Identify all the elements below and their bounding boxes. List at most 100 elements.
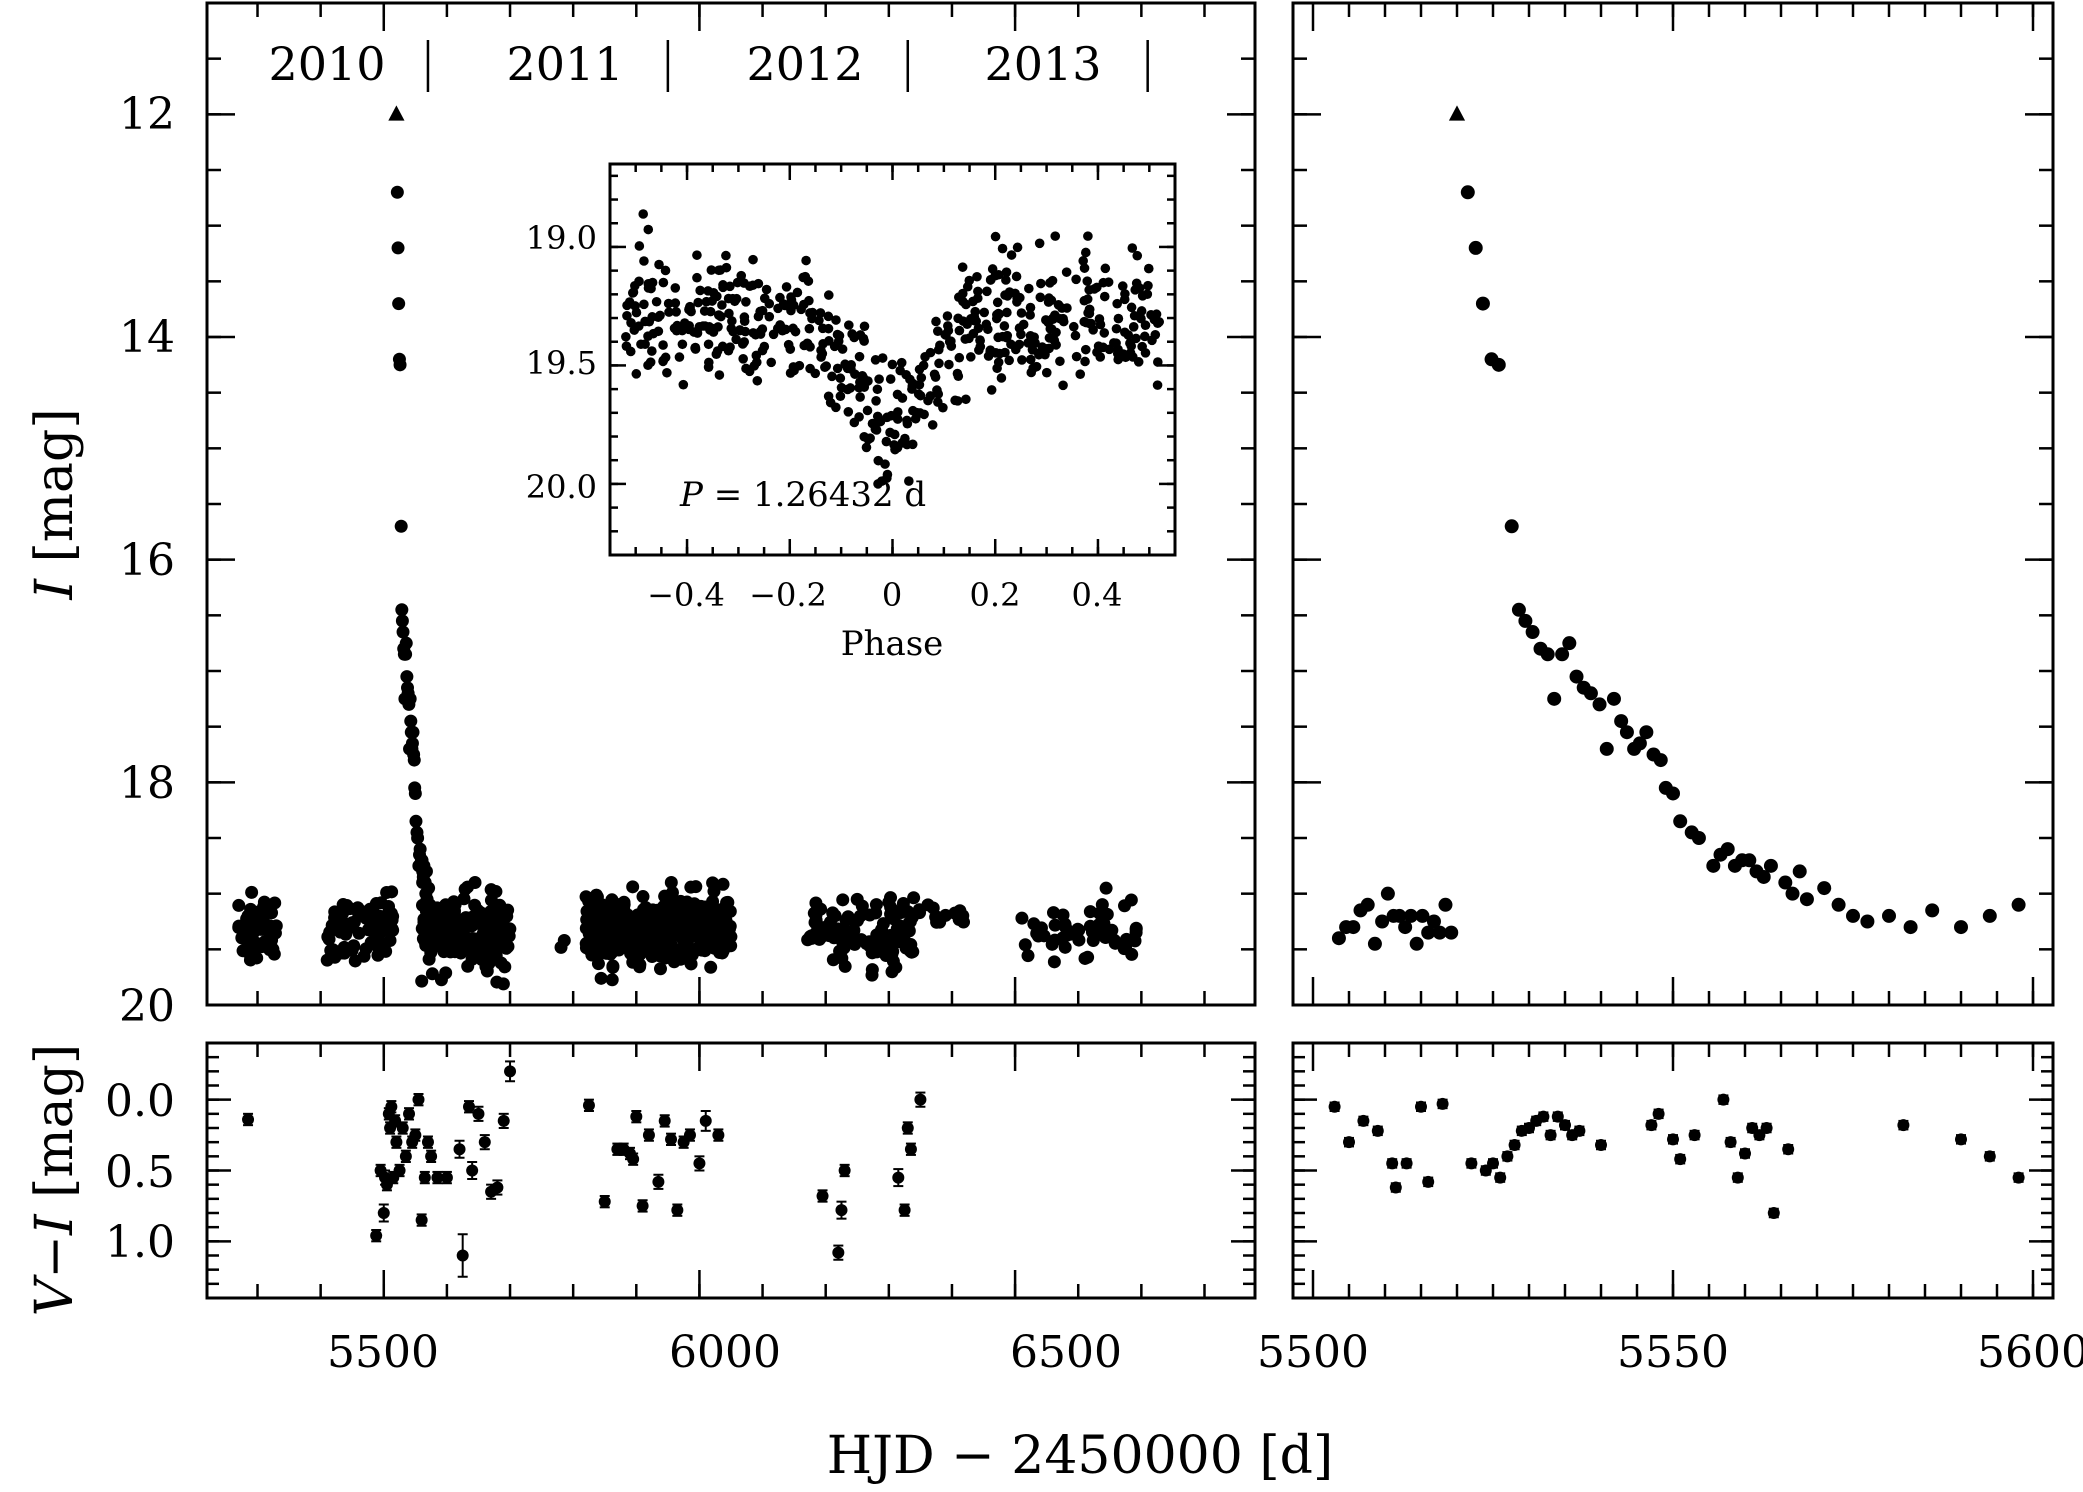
- quiescence-point: [617, 897, 631, 911]
- phased-point: [1152, 380, 1163, 390]
- phased-point: [960, 334, 971, 344]
- quiescence-point: [454, 946, 468, 960]
- phased-point: [1017, 355, 1027, 365]
- quiescence-point: [1048, 918, 1062, 932]
- phased-point: [1143, 263, 1154, 274]
- inset-ytick-labels: 19.0 19.5 20.0: [526, 219, 597, 506]
- phased-point: [985, 346, 995, 357]
- phased-point: [831, 402, 841, 413]
- phased-point: [887, 359, 898, 370]
- phased-point: [786, 292, 796, 302]
- quiescence-point: [879, 935, 893, 949]
- phased-point: [859, 336, 869, 346]
- color-point: [463, 1100, 475, 1113]
- quiescence-point: [606, 960, 620, 974]
- color-zoom-point: [1328, 1100, 1341, 1113]
- quiescence-point: [704, 930, 718, 944]
- phased-point: [677, 339, 688, 350]
- phased-point: [1002, 307, 1012, 318]
- ytick-label-18: 18: [119, 758, 175, 809]
- phased-point: [992, 297, 1003, 308]
- zoom-outburst-point: [1547, 691, 1562, 706]
- quiescence-point: [605, 894, 619, 908]
- outburst-point: [406, 725, 420, 739]
- phased-point: [781, 282, 792, 292]
- color-point: [403, 1107, 416, 1120]
- phased-point: [1061, 267, 1072, 277]
- phased-point: [944, 336, 955, 347]
- zoom-pre-outburst-point: [1331, 931, 1346, 946]
- xtick-zoom-5550: 5550: [1617, 1327, 1729, 1378]
- phased-point: [664, 307, 674, 317]
- phased-point: [835, 373, 846, 384]
- phased-point: [1126, 341, 1137, 351]
- color-zoom-point: [1767, 1207, 1780, 1219]
- outburst-point: [405, 736, 419, 750]
- color-zoom-point: [1389, 1181, 1402, 1194]
- phased-point: [654, 259, 664, 270]
- phased-point: [942, 311, 953, 321]
- phased-point: [975, 336, 985, 346]
- quiescence-point: [447, 903, 461, 917]
- phased-point: [622, 310, 632, 321]
- phased-point: [1143, 280, 1153, 291]
- phased-point: [796, 304, 806, 315]
- color-point: [389, 1114, 402, 1127]
- inset-xlabel: Phase: [841, 624, 944, 664]
- peak-marker: [388, 105, 405, 121]
- phased-point: [1041, 315, 1051, 325]
- phased-point: [1153, 357, 1163, 367]
- phased-point: [1117, 281, 1128, 291]
- color-point: [472, 1107, 485, 1120]
- zoom-outburst-point: [1792, 864, 1807, 879]
- phased-point: [846, 364, 856, 374]
- quiescence-point: [636, 890, 650, 904]
- phased-point: [854, 351, 865, 362]
- phased-point: [1041, 367, 1052, 378]
- phased-point: [902, 415, 912, 426]
- phased-point: [843, 407, 854, 417]
- phased-point: [1128, 352, 1138, 362]
- color-zoom-point: [1717, 1093, 1730, 1106]
- quiescence-point: [831, 922, 845, 936]
- quiescence-point: [372, 942, 386, 956]
- color-full-points: [242, 1060, 927, 1278]
- color-point: [440, 1171, 453, 1184]
- zoom-outburst-point: [1619, 725, 1634, 740]
- phased-point: [1111, 323, 1122, 334]
- zoom-outburst-point: [1468, 240, 1483, 255]
- quiescence-point: [1047, 955, 1061, 969]
- phased-point: [982, 286, 992, 297]
- phased-point: [932, 326, 943, 336]
- phased-point: [716, 311, 726, 322]
- phased-point: [979, 307, 990, 318]
- quiescence-point: [953, 904, 967, 918]
- color-point: [671, 1204, 684, 1217]
- zoom-pre-outburst-point: [1398, 920, 1413, 935]
- zoom-pre-outburst-point: [1421, 925, 1436, 940]
- zoom-pre-outburst-point: [1360, 897, 1375, 912]
- outburst-point: [392, 297, 406, 311]
- zoom-outburst-point: [1691, 831, 1706, 845]
- phased-point: [1071, 351, 1082, 362]
- zoom-outburst-point: [1504, 519, 1519, 534]
- color-zoom-point: [1357, 1114, 1370, 1127]
- phased-point: [881, 436, 892, 447]
- outburst-point: [391, 241, 405, 255]
- phased-point: [1075, 369, 1086, 380]
- phased-point: [625, 346, 636, 357]
- color-zoom-point: [1487, 1157, 1499, 1170]
- color-point: [425, 1150, 438, 1163]
- quiescence-point: [1108, 936, 1122, 950]
- light-curve-full-ytick-labels: 12 14 16 18 20: [119, 89, 175, 1032]
- phased-point: [1048, 314, 1058, 325]
- phased-point: [997, 243, 1008, 254]
- phased-point: [761, 284, 772, 295]
- phased-point: [752, 375, 763, 386]
- phased-point: [751, 357, 762, 368]
- phased-point: [748, 280, 758, 291]
- quiescence-point: [245, 926, 259, 940]
- color-point: [415, 1214, 428, 1227]
- quiescence-point: [887, 912, 901, 926]
- phased-point: [886, 410, 897, 421]
